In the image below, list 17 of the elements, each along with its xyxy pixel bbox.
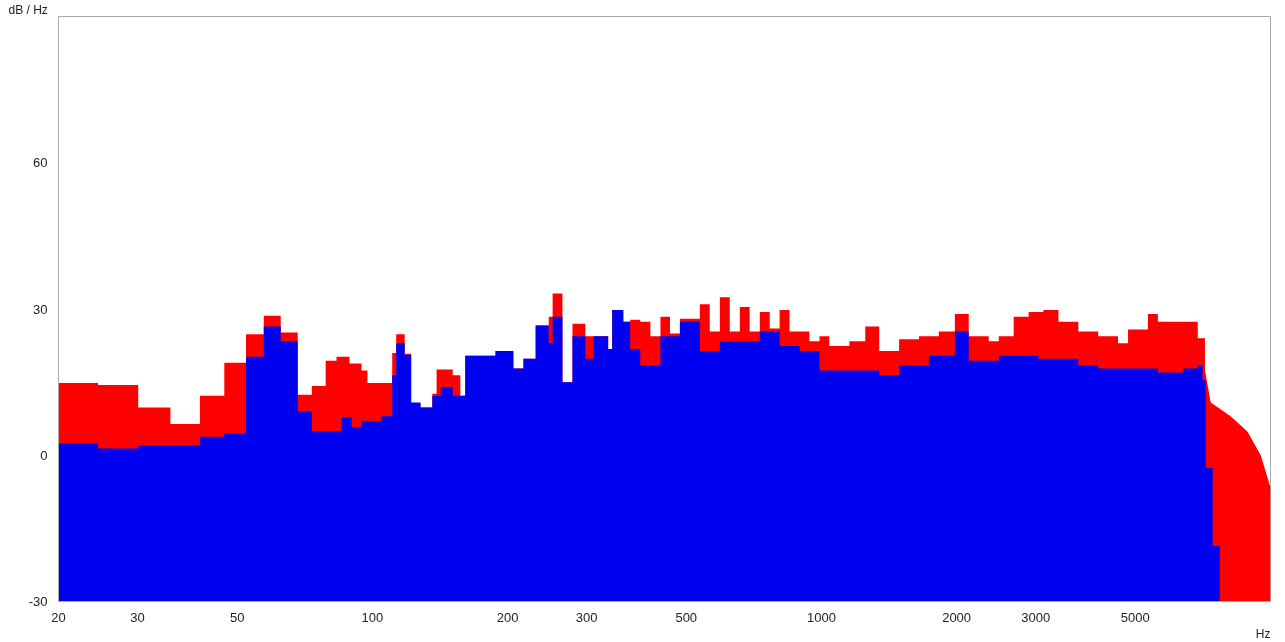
x-tick-label: 5000 [1120, 609, 1150, 625]
x-tick-label: 200 [496, 609, 519, 625]
y-axis-title: dB / Hz [8, 2, 48, 17]
x-tick-label: 3000 [1021, 609, 1051, 625]
x-tick-label: 1000 [806, 609, 836, 625]
x-tick-label: 30 [130, 609, 145, 625]
x-tick-label: 300 [575, 609, 598, 625]
y-tick-label: 0 [40, 447, 48, 463]
x-tick-label: 100 [361, 609, 384, 625]
x-tick-label: 2000 [942, 609, 972, 625]
y-tick-label: 60 [33, 155, 48, 171]
x-tick-label: 20 [51, 609, 66, 625]
x-tick-label: 50 [229, 609, 245, 625]
x-tick-label: 500 [675, 609, 698, 625]
y-tick-label: 30 [33, 301, 48, 317]
x-axis-title: Hz [1255, 626, 1271, 641]
y-tick-label: -30 [28, 594, 48, 609]
